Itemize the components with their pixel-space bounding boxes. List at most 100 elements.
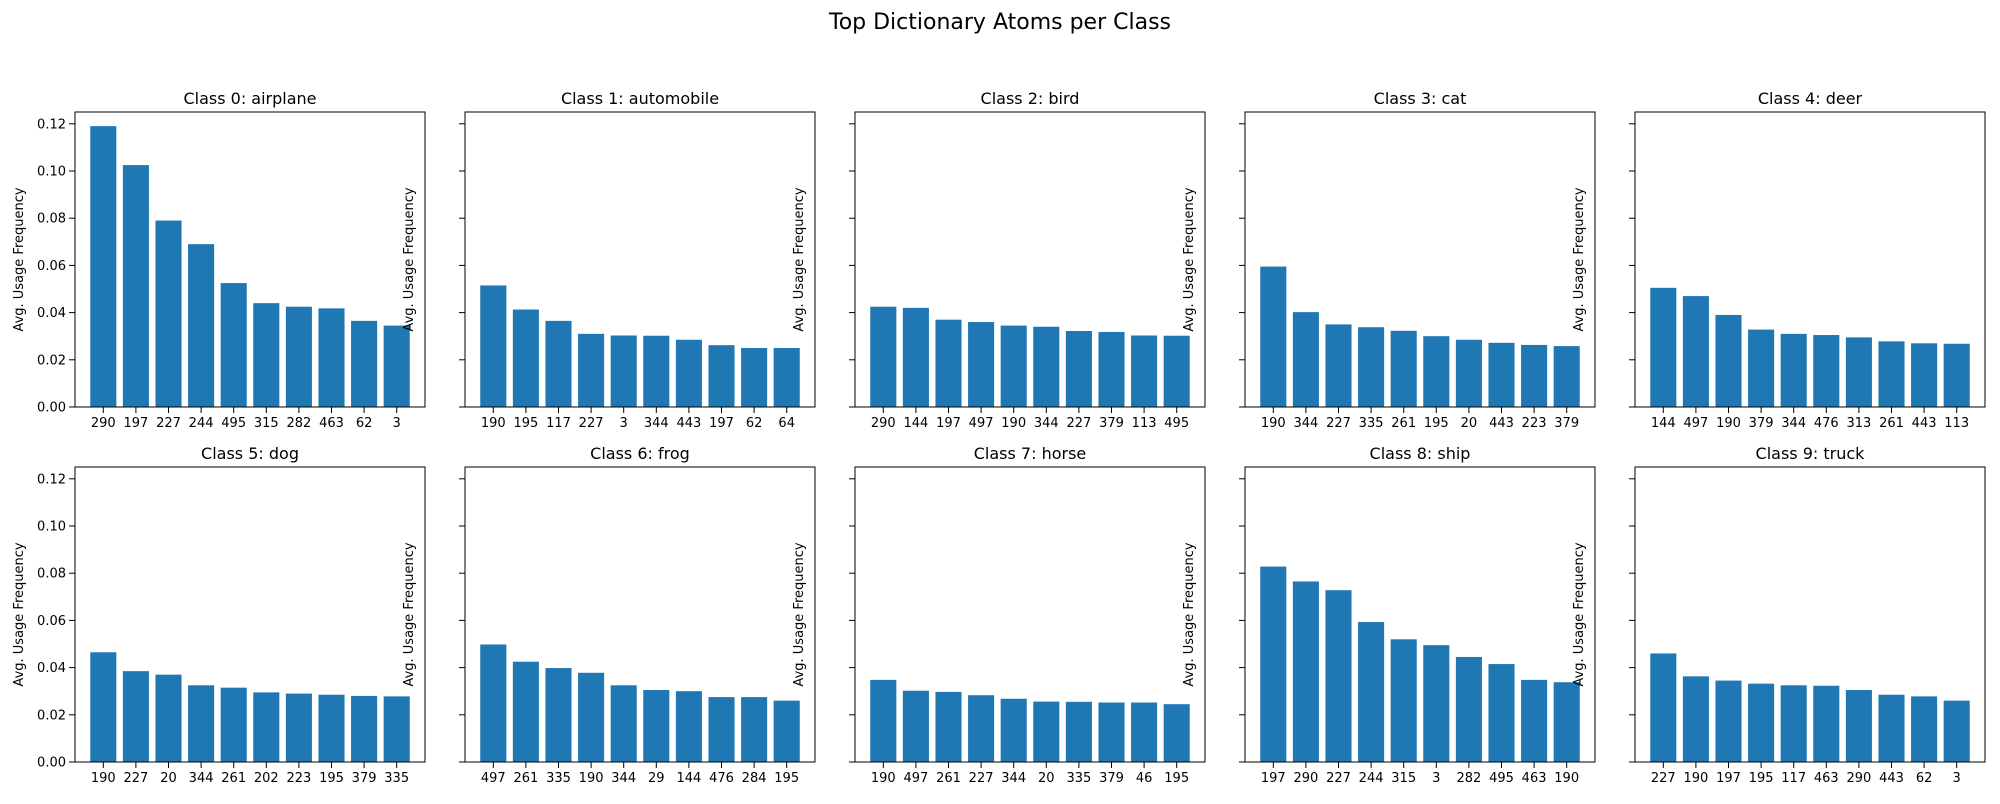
axes-frame [1634, 466, 1986, 763]
subplot-class-5: Class 5: dog Avg. Usage Frequency 0.00 0.02… [12, 444, 426, 786]
bar-202 [253, 692, 280, 762]
figure-title: Top Dictionary Atoms per Class [829, 10, 1171, 35]
bar-290 [1292, 581, 1319, 762]
bar-190 [1682, 676, 1709, 762]
bar-495 [220, 283, 247, 407]
bar-443 [675, 339, 702, 407]
bar-197 [122, 165, 149, 407]
x-tick-label: 64 [778, 416, 795, 431]
bar-379 [351, 695, 378, 762]
subplot-class-4: Class 4: deer Avg. Usage Frequency 144 497 1… [1572, 89, 1986, 431]
y-axis-label: Avg. Usage Frequency [1572, 187, 1587, 331]
x-tick-label: 261 [1391, 416, 1416, 431]
bar-335 [545, 668, 572, 762]
axes-frame [464, 111, 816, 408]
x-tick-label: 62 [356, 416, 373, 431]
x-tick-label: 463 [319, 416, 344, 431]
x-tick-label: 113 [1944, 416, 1969, 431]
x-tick-label: 195 [1164, 771, 1189, 786]
x-tick-label: 379 [1099, 416, 1124, 431]
bar-227 [1650, 653, 1677, 762]
bar-290 [870, 306, 897, 407]
axes-frame [464, 466, 816, 763]
bar-62 [741, 348, 768, 407]
subplot-title: Class 1: automobile [561, 89, 719, 108]
bar-3 [383, 325, 410, 407]
bar-443 [1488, 342, 1515, 407]
x-tick-label: 315 [1391, 771, 1416, 786]
x-tick-label: 290 [871, 416, 896, 431]
axes-frame [1244, 466, 1596, 763]
bar-227 [578, 333, 605, 407]
bar-335 [1358, 327, 1385, 407]
bar-227 [155, 220, 182, 407]
bar-144 [675, 691, 702, 762]
x-tick-label: 463 [1814, 771, 1839, 786]
x-tick-label: 144 [903, 416, 928, 431]
bar-64 [773, 348, 800, 407]
y-tick-label: 0.02 [37, 353, 66, 368]
x-tick-label: 495 [1164, 416, 1189, 431]
subplot-class-9: Class 9: truck Avg. Usage Frequency 227 190… [1572, 444, 1986, 786]
subplot-class-0: Class 0: airplane Avg. Usage Frequency 0.0… [12, 89, 426, 431]
bar-335 [1065, 701, 1092, 762]
y-tick-label: 0.00 [37, 756, 66, 771]
x-tick-label: 197 [1716, 771, 1741, 786]
x-tick-label: 344 [611, 771, 636, 786]
y-tick-label: 0.06 [37, 259, 66, 274]
x-tick-label: 29 [648, 771, 665, 786]
x-tick-label: 290 [91, 416, 116, 431]
bar-195 [318, 694, 345, 762]
x-tick-label: 344 [1781, 416, 1806, 431]
x-tick-label: 244 [1359, 771, 1384, 786]
x-tick-label: 46 [1136, 771, 1153, 786]
subplot-title: Class 7: horse [974, 444, 1087, 463]
x-tick-label: 202 [254, 771, 279, 786]
bar-190 [1260, 266, 1287, 407]
x-tick-label: 335 [384, 771, 409, 786]
x-tick-label: 476 [709, 771, 734, 786]
x-tick-label: 344 [1001, 771, 1026, 786]
y-tick-label: 0.00 [37, 401, 66, 416]
bar-495 [1163, 335, 1190, 407]
x-tick-label: 379 [352, 771, 377, 786]
x-tick-label: 227 [1066, 416, 1091, 431]
x-tick-label: 144 [676, 771, 701, 786]
y-axis-label: Avg. Usage Frequency [12, 187, 27, 331]
bar-195 [1423, 336, 1450, 407]
x-tick-label: 190 [1683, 771, 1708, 786]
bar-227 [122, 671, 149, 762]
y-tick-label: 0.08 [37, 212, 66, 227]
x-tick-label: 344 [1034, 416, 1059, 431]
x-tick-label: 379 [1554, 416, 1579, 431]
x-tick-label: 284 [742, 771, 767, 786]
bar-261 [935, 691, 962, 762]
bar-497 [1682, 296, 1709, 407]
x-tick-label: 495 [1489, 771, 1514, 786]
subplot-class-3: Class 3: cat Avg. Usage Frequency 190 344 22… [1182, 89, 1596, 431]
bar-344 [1000, 698, 1027, 762]
bar-197 [1715, 680, 1742, 762]
x-tick-label: 443 [1912, 416, 1937, 431]
bar-197 [708, 345, 735, 407]
x-tick-label: 227 [1651, 771, 1676, 786]
axes-frame [74, 466, 426, 763]
x-tick-label: 20 [160, 771, 177, 786]
bar-227 [1325, 324, 1352, 407]
bar-344 [643, 335, 670, 407]
y-axis-label: Avg. Usage Frequency [402, 542, 417, 686]
bar-344 [610, 685, 637, 762]
x-tick-label: 261 [1879, 416, 1904, 431]
bar-223 [1521, 344, 1548, 407]
bar-3 [1943, 700, 1970, 762]
y-tick-label: 0.10 [37, 165, 66, 180]
bar-29 [643, 690, 670, 762]
bar-495 [1488, 664, 1515, 762]
bar-244 [188, 244, 215, 407]
bar-20 [1455, 339, 1482, 407]
bar-20 [1033, 701, 1060, 762]
bar-190 [1715, 314, 1742, 407]
bar-195 [1748, 683, 1775, 762]
subplot-title: Class 8: ship [1370, 444, 1471, 463]
